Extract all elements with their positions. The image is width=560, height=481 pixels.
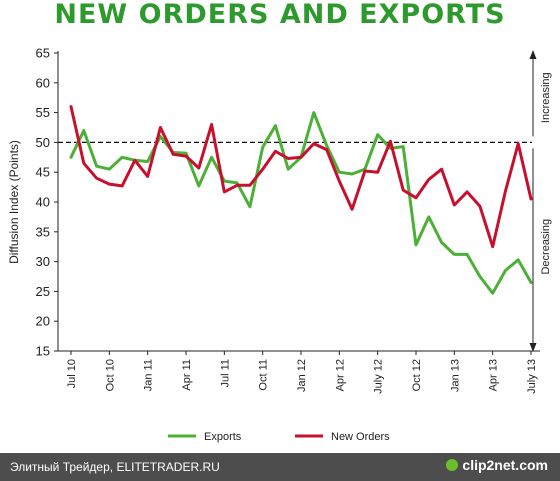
x-tick-label: Apr 13 [488,359,500,391]
chart-title: NEW ORDERS AND EXPORTS [54,0,506,30]
x-tick-label: Jul 10 [66,359,78,388]
y-axis-label: Diffusion Index (Points) [7,140,21,264]
y-tick-label: 30 [36,254,50,269]
decreasing-arrow-head [529,343,537,352]
decreasing-label: Decreasing [540,219,552,275]
x-tick-label: Apr 12 [334,359,346,391]
y-tick-label: 35 [36,224,50,239]
x-tick-label: Oct 11 [258,359,270,391]
x-tick-label: Jan 13 [449,359,461,392]
chart-canvas: 15 20 25 30 35 40 45 50 55 60 65 Diffusion Index (P… [7,46,552,444]
x-tick-label: Jul 11 [219,359,231,388]
x-tick-label: Apr 11 [181,359,193,391]
series-line-new-orders [69,105,533,249]
y-tick-label: 55 [36,105,50,120]
plot-area: 15 20 25 30 35 40 45 50 55 60 65 Diffusion Index (P… [7,46,552,444]
footer-source-text: Элитный Трейдер, ELITETRADER.RU [10,460,220,474]
y-tick-label: 50 [36,135,50,150]
x-tick-label: Oct 12 [411,359,423,391]
y-tick-label: 45 [36,165,50,180]
x-tick-label: July 12 [373,359,385,394]
y-tick-label: 15 [36,344,50,359]
clip2net-logo[interactable]: clip2net.com [446,457,548,473]
legend-label-exports: Exports [204,431,242,443]
y-tick-label: 65 [36,46,50,61]
y-tick-label: 20 [36,314,50,329]
y-tick-label: 60 [36,75,50,90]
y-tick-label: 25 [36,284,50,299]
upload-dot-icon [446,459,459,471]
x-tick-label: Jan 12 [296,359,308,392]
x-tick-label: Oct 10 [104,359,116,391]
footer-bar: Элитный Трейдер, ELITETRADER.RU clip2net… [0,453,560,481]
x-tick-label: Jan 11 [143,359,155,391]
x-tick-label: July 13 [526,359,538,394]
series-line-exports [69,111,533,295]
increasing-label: Increasing [540,72,552,123]
logo-text: clip2net.com [462,457,548,473]
increasing-arrow-head [529,50,537,59]
y-tick-label: 40 [36,195,50,210]
legend-label-new-orders: New Orders [331,431,390,443]
